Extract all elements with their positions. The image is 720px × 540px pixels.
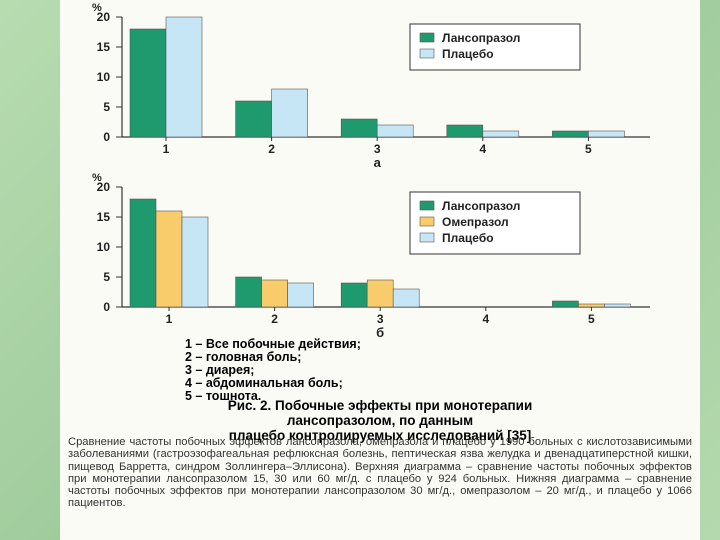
bar [604, 303, 631, 308]
x-tick-label: 4 [482, 312, 489, 326]
y-tick-label: 10 [97, 240, 111, 254]
figure-title: Рис. 2. Побочные эффекты при монотерапии… [60, 398, 700, 443]
figure-description: Сравнение частоты побочных эффектов ланс… [68, 436, 692, 510]
x-tick-label: 3 [374, 142, 381, 156]
figure-page: % 0 5 10 15 20 1 2 3 4 5 а Лансопразол Плацебо % 0 5 10 1… [60, 0, 700, 540]
bar [446, 124, 484, 138]
bar [482, 130, 520, 138]
bar [366, 279, 394, 308]
bar [235, 276, 262, 308]
y-axis-label: % [92, 172, 102, 184]
legend-swatch [419, 48, 435, 59]
bar [271, 88, 308, 138]
x-tick-label: 1 [163, 142, 170, 156]
bar [552, 130, 589, 138]
bar [392, 288, 420, 308]
y-tick-label: 5 [103, 270, 110, 284]
y-tick-label: 10 [97, 70, 111, 84]
legend-swatch [419, 216, 435, 227]
bar [165, 16, 203, 138]
y-axis-label: % [92, 2, 102, 14]
figure-title-line: лансопразолом, по данным [286, 413, 474, 428]
x-tick-label: 1 [166, 312, 173, 326]
bar [340, 282, 368, 308]
bar [588, 130, 625, 138]
chart-top: % 0 5 10 15 20 1 2 3 4 5 а Лансопразол Плацебо [92, 2, 650, 170]
bar [155, 210, 183, 308]
y-tick-label: 15 [97, 40, 111, 54]
category-legend-item: 1 – Все побочные действия; [185, 337, 361, 351]
x-axis-label: б [376, 325, 384, 338]
bar [261, 279, 288, 308]
legend-box [409, 191, 581, 255]
y-tick-label: 0 [103, 130, 110, 144]
bar [552, 300, 579, 308]
legend-swatch [419, 200, 435, 211]
legend-label: Плацебо [442, 47, 494, 61]
figure-title-line: плацебо контролируемых исследований [35] [228, 428, 532, 443]
legend-label: Плацебо [442, 231, 494, 245]
category-legend-item: 2 – головная боль; [185, 350, 302, 364]
bar [287, 282, 314, 308]
category-legend-list: 1 – Все побочные действия; 2 – головная … [185, 338, 361, 403]
x-tick-label: 2 [268, 142, 275, 156]
bar [578, 303, 605, 308]
legend-swatch [419, 232, 435, 243]
bar [376, 124, 414, 138]
legend-label: Омепразол [442, 215, 509, 229]
category-legend-item: 3 – диарея; [185, 363, 255, 377]
category-legend-item: 4 – абдоминальная боль; [185, 376, 343, 390]
category-legend-item: 5 – тошнота. [185, 389, 262, 403]
y-tick-label: 0 [103, 300, 110, 314]
x-tick-label: 3 [377, 312, 384, 326]
x-tick-label: 5 [588, 312, 595, 326]
legend-box [409, 23, 581, 71]
legend-swatch [419, 32, 435, 43]
x-tick-label: 5 [585, 142, 592, 156]
y-tick-label: 20 [97, 180, 111, 194]
legend-label: Лансопразол [442, 199, 520, 213]
bar [129, 28, 167, 138]
bar [340, 118, 378, 138]
legend-label: Лансопразол [442, 31, 520, 45]
y-tick-label: 20 [97, 10, 111, 24]
bar [181, 216, 209, 308]
y-tick-label: 15 [97, 210, 111, 224]
bar [235, 100, 272, 138]
figure-title-line: Рис. 2. Побочные эффекты при монотерапии [227, 398, 533, 413]
x-axis-label: а [374, 155, 382, 170]
x-tick-label: 2 [271, 312, 278, 326]
y-tick-label: 5 [103, 100, 110, 114]
x-tick-label: 4 [479, 142, 486, 156]
bar [129, 198, 157, 308]
chart-bottom: % 0 5 10 15 20 1 2 3 4 5 б Лансопразол Омепразол Плаце… [92, 172, 650, 338]
